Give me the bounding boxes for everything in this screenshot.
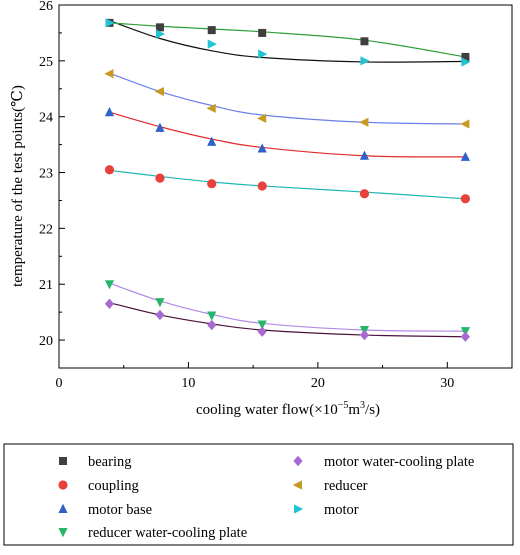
data-point bbox=[258, 28, 267, 37]
y-tick-label: 21 bbox=[39, 278, 53, 293]
legend-marker bbox=[59, 457, 67, 465]
plot-area bbox=[104, 18, 471, 342]
data-point bbox=[155, 122, 165, 132]
x-axis-label-part: cooling water flow(×10 bbox=[196, 402, 338, 418]
data-point bbox=[461, 52, 470, 61]
data-point bbox=[207, 319, 217, 331]
data-point bbox=[258, 49, 268, 59]
x-tick-label: 30 bbox=[440, 376, 454, 391]
legend-entry-label: motor base bbox=[88, 502, 152, 518]
data-point bbox=[105, 18, 115, 28]
axes: 0 10 20 30 20 21 22 23 24 25 26 bbox=[39, 0, 513, 391]
data-point bbox=[207, 136, 217, 146]
data-point bbox=[155, 309, 165, 321]
series-fit-line bbox=[109, 20, 466, 63]
x-tick-label: 20 bbox=[311, 376, 325, 391]
series-fit-line bbox=[109, 302, 466, 338]
data-point bbox=[257, 143, 267, 153]
y-tick-label: 20 bbox=[39, 334, 53, 349]
data-point bbox=[104, 280, 115, 290]
data-point bbox=[104, 69, 114, 79]
x-axis-label-part: /s) bbox=[365, 402, 380, 418]
legend-entry-label: coupling bbox=[88, 478, 139, 494]
data-point bbox=[359, 189, 370, 199]
legend-box bbox=[3, 443, 514, 546]
legend: bearing coupling motor base reducer water-c… bbox=[3, 443, 514, 546]
data-point bbox=[460, 331, 471, 342]
x-axis-label-part: 3 bbox=[360, 400, 365, 411]
data-point bbox=[360, 37, 369, 46]
x-axis-label-part: −5 bbox=[338, 400, 349, 411]
y-tick-label: 22 bbox=[39, 222, 53, 237]
series-fit-line bbox=[109, 282, 466, 332]
data-point bbox=[257, 113, 267, 123]
data-point bbox=[460, 119, 470, 129]
data-point bbox=[104, 298, 115, 309]
data-point bbox=[360, 56, 370, 66]
data-point bbox=[257, 181, 267, 191]
y-axis-label: temperature of the test points(℃) bbox=[10, 85, 26, 287]
data-point bbox=[207, 311, 217, 321]
legend-marker bbox=[293, 455, 303, 467]
legend-entry-label: bearing bbox=[88, 454, 131, 470]
legend-entry-label: motor water-cooling plate bbox=[324, 454, 474, 470]
y-tick-label: 24 bbox=[39, 111, 53, 126]
data-point bbox=[207, 26, 216, 35]
legend-marker bbox=[294, 504, 304, 514]
y-tick-label: 23 bbox=[39, 167, 53, 182]
series-fit-line bbox=[109, 72, 466, 125]
data-point bbox=[359, 150, 370, 160]
legend-marker bbox=[58, 528, 68, 538]
x-tick-label: 10 bbox=[181, 376, 195, 391]
data-point bbox=[359, 329, 370, 341]
legend-entry-label: motor bbox=[324, 502, 359, 518]
data-point bbox=[104, 107, 115, 117]
data-point bbox=[257, 326, 267, 337]
x-axis-label: cooling water flow(×10−5m3/s) bbox=[196, 400, 380, 418]
x-tick-label: 0 bbox=[56, 376, 63, 391]
data-point bbox=[460, 194, 471, 204]
plot-frame bbox=[58, 4, 513, 369]
data-point bbox=[207, 179, 217, 189]
data-point bbox=[155, 173, 165, 183]
legend-marker bbox=[58, 480, 68, 490]
data-point bbox=[206, 103, 216, 113]
legend-marker bbox=[58, 503, 68, 513]
data-point bbox=[207, 39, 217, 49]
data-point bbox=[104, 165, 115, 175]
series-fit-line bbox=[109, 111, 466, 158]
data-point bbox=[461, 57, 471, 67]
data-point bbox=[257, 320, 267, 330]
data-point bbox=[359, 117, 369, 127]
y-tick-label: 25 bbox=[39, 55, 53, 70]
x-axis-label-part: m bbox=[348, 402, 360, 418]
y-tick-label: 26 bbox=[39, 0, 53, 14]
legend-entry-label: reducer bbox=[324, 478, 368, 494]
legend-marker bbox=[292, 480, 302, 490]
legend-entry-label: reducer water-cooling plate bbox=[88, 525, 247, 541]
data-point bbox=[155, 29, 166, 39]
data-point bbox=[155, 23, 164, 32]
data-point bbox=[155, 298, 165, 308]
data-point bbox=[154, 86, 164, 97]
data-point bbox=[460, 151, 471, 161]
